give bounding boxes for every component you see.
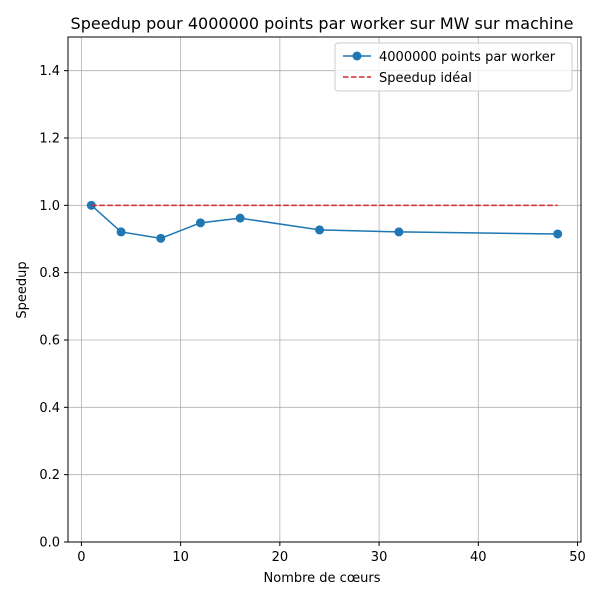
x-tick-label: 40 <box>470 550 487 565</box>
x-axis-label: Nombre de cœurs <box>264 571 381 586</box>
series-line-1 <box>90 204 558 240</box>
plot-frame <box>67 36 582 543</box>
legend-label-series-1: 4000000 points par worker <box>379 50 556 65</box>
legend-label-series-2: Speedup idéal <box>379 71 472 86</box>
legend: 4000000 points par worker Speedup idéal <box>334 42 573 92</box>
data-point <box>86 200 96 210</box>
data-point <box>553 229 563 239</box>
data-point <box>156 233 166 243</box>
y-tick-label: 0.0 <box>39 536 60 551</box>
data-point <box>315 225 325 235</box>
data-point <box>195 218 205 228</box>
x-tick-label: 50 <box>569 550 586 565</box>
y-tick-label: 0.8 <box>39 266 60 281</box>
data-point <box>394 227 404 237</box>
legend-marker-series-1 <box>352 51 362 61</box>
data-point <box>116 227 126 237</box>
y-tick-label: 1.0 <box>39 199 60 214</box>
x-tick-label: 10 <box>172 550 189 565</box>
y-axis-label: Speedup <box>15 261 30 318</box>
y-tick-label: 1.4 <box>39 64 60 79</box>
grid <box>68 37 581 543</box>
y-tick-label: 0.6 <box>39 334 60 349</box>
x-tick-label: 20 <box>272 550 289 565</box>
legend-box <box>334 42 573 92</box>
ticks: 0 10 20 30 40 50 0.0 0.2 0.4 0.6 0.8 1.0 1.2 1.4 <box>39 64 585 565</box>
chart-title: Speedup pour 4000000 points par worker s… <box>71 14 574 33</box>
x-tick-label: 0 <box>77 550 85 565</box>
y-tick-label: 1.2 <box>39 132 60 147</box>
y-tick-label: 0.4 <box>39 401 60 416</box>
x-tick-label: 30 <box>371 550 388 565</box>
data-point <box>235 213 245 223</box>
series-layer <box>86 200 563 243</box>
y-tick-label: 0.2 <box>39 468 60 483</box>
